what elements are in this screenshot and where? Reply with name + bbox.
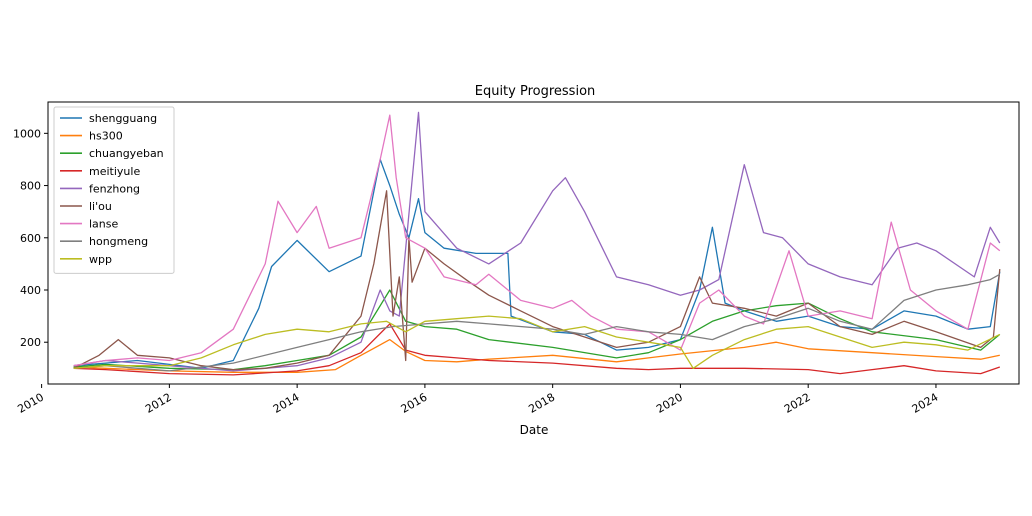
y-tick-label: 400 (20, 284, 41, 297)
x-axis-title: Date (520, 423, 549, 437)
legend: shengguang hs300 chuangyeban meitiyule fenzh… (53, 106, 175, 274)
legend-label: lanse (89, 218, 118, 231)
series-line-shengguang (73, 158, 1001, 369)
y-tick-label: 200 (20, 336, 41, 349)
legend-label: chuangyeban (89, 147, 164, 160)
legend-label: hs300 (89, 130, 123, 143)
series-line-hongmeng (73, 273, 1001, 372)
y-axis: 200 400 600 800 1000 (13, 127, 48, 349)
x-axis: 2010 2012 2014 2016 2018 2020 2022 2024 (15, 384, 940, 416)
series-line-chuangyeban (73, 289, 1001, 371)
series-line-meitiyule (73, 323, 1001, 376)
x-tick-label: 2016 (399, 391, 430, 416)
legend-label: li'ou (89, 200, 112, 213)
legend-label: hongmeng (89, 235, 148, 248)
x-tick-label: 2024 (910, 391, 941, 416)
legend-box (53, 106, 175, 274)
series-layer (73, 111, 1001, 376)
y-tick-label: 600 (20, 232, 41, 245)
series-line-wpp (73, 315, 1001, 369)
x-tick-label: 2020 (654, 391, 685, 416)
x-tick-label: 2014 (271, 391, 302, 416)
x-tick-label: 2010 (15, 391, 46, 416)
x-tick-label: 2018 (526, 391, 557, 416)
legend-label: wpp (89, 253, 112, 266)
y-tick-label: 800 (20, 180, 41, 193)
series-line-lanse (73, 114, 1001, 367)
legend-label: meitiyule (89, 165, 140, 178)
x-tick-label: 2012 (143, 391, 174, 416)
legend-label: shengguang (89, 112, 157, 125)
plot-frame (47, 101, 1020, 385)
legend-label: fenzhong (89, 182, 140, 195)
y-tick-label: 1000 (13, 127, 41, 140)
x-tick-label: 2022 (782, 391, 813, 416)
chart-title: Equity Progression (475, 84, 596, 99)
